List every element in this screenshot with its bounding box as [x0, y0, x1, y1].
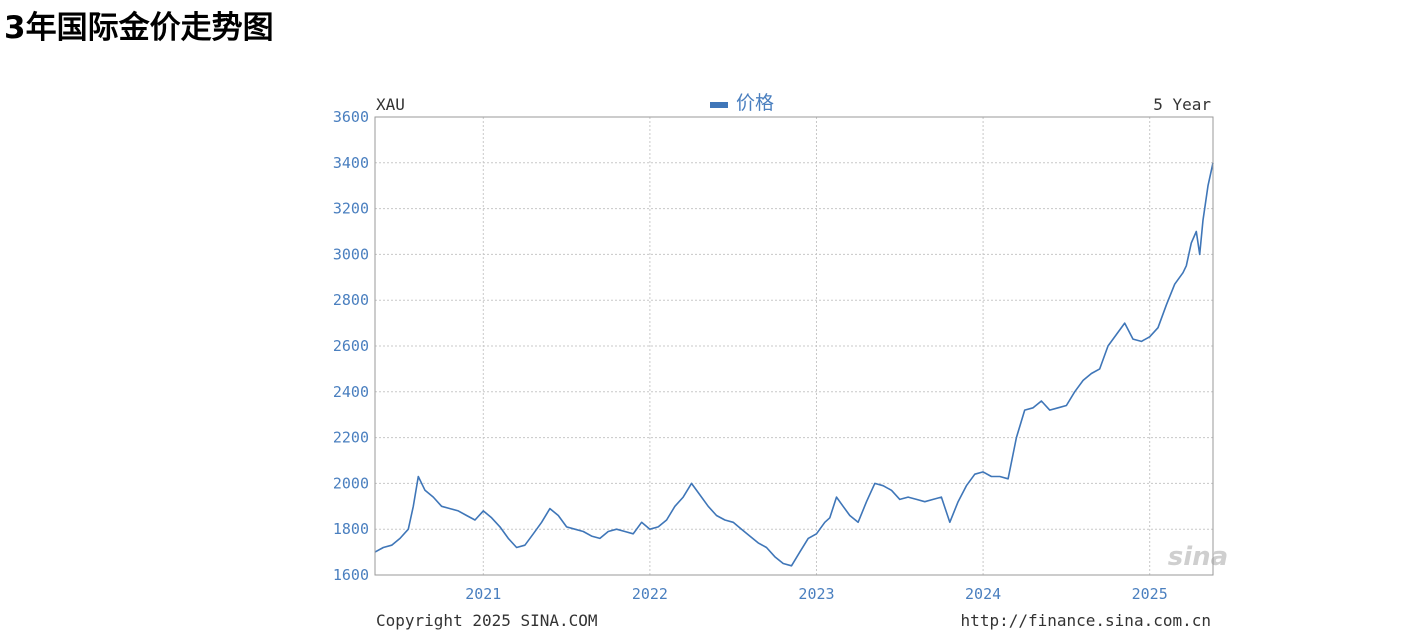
legend-label: 价格: [736, 92, 774, 114]
x-tick-label: 2025: [1132, 585, 1168, 603]
price-series-line: [374, 162, 1214, 567]
y-tick-label: 3600: [333, 108, 369, 126]
y-tick-label: 3000: [333, 245, 369, 263]
y-tick-label: 2200: [333, 429, 369, 447]
y-tick-label: 1600: [333, 566, 369, 584]
y-tick-label: 2000: [333, 474, 369, 492]
period-label: 5 Year: [1153, 95, 1211, 114]
x-axis-ticks: 2021 2022 2023 2024 2025: [465, 585, 1168, 603]
x-tick-label: 2022: [632, 585, 668, 603]
source-url-footer: http://finance.sina.com.cn: [961, 611, 1211, 630]
plot-frame: [374, 116, 1214, 576]
copyright-footer: Copyright 2025 SINA.COM: [376, 611, 598, 630]
y-tick-label: 2400: [333, 383, 369, 401]
x-tick-label: 2023: [798, 585, 834, 603]
y-tick-label: 3400: [333, 154, 369, 172]
y-tick-label: 3200: [333, 200, 369, 218]
symbol-label: XAU: [376, 95, 405, 114]
grid-lines: [375, 117, 1213, 575]
y-tick-label: 1800: [333, 520, 369, 538]
legend-swatch: [710, 102, 728, 108]
y-axis-ticks: 1600 1800 2000 2200 2400 2600 2800 3000 3200 3400…: [333, 108, 369, 584]
y-tick-label: 2600: [333, 337, 369, 355]
sina-watermark-logo: sina: [1168, 542, 1228, 572]
page-title: 3年国际金价走势图: [4, 10, 274, 46]
x-tick-label: 2021: [465, 585, 501, 603]
x-tick-label: 2024: [965, 585, 1001, 603]
y-tick-label: 2800: [333, 291, 369, 309]
